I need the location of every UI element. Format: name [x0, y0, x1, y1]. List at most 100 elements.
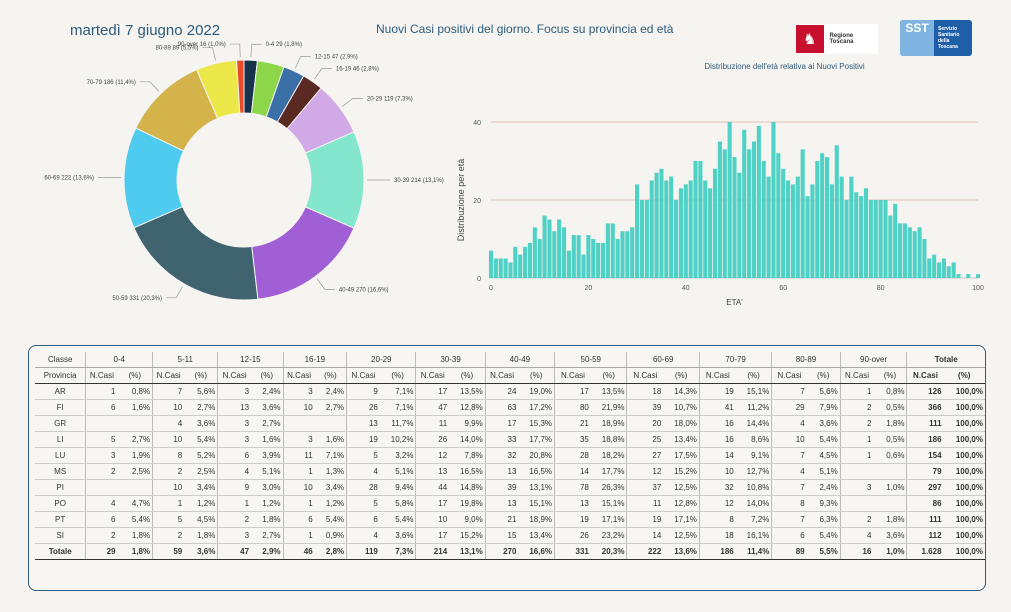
table-cell-pct: 0,5%: [873, 431, 907, 448]
table-cell-provincia: MS: [35, 463, 86, 480]
table-cell-ncasi: 186: [698, 543, 736, 560]
hist-bar: [727, 122, 732, 278]
table-header-pct: (%): [590, 367, 627, 384]
hist-bar: [688, 180, 693, 278]
pegasus-icon: ♞: [796, 25, 824, 53]
table-total-row: Totale 29 1,8% 59 3,6% 47 2,9% 46 2,8% 119 7,3% 214…: [35, 543, 985, 560]
hist-bar: [922, 239, 927, 278]
table-cell-ncasi: 12: [626, 463, 664, 480]
table-cell-pct: 1,8%: [117, 527, 153, 544]
pie-leader-line: [202, 47, 216, 61]
hist-bar: [654, 172, 659, 278]
table-cell-pct: 1,8%: [873, 415, 907, 432]
table-cell-pct: 9,9%: [449, 415, 486, 432]
table-cell-ncasi: 89: [771, 543, 807, 560]
table-cell-ncasi: 9: [217, 479, 252, 496]
hist-bar: [712, 168, 718, 278]
table-cell-ncasi: 119: [346, 543, 380, 560]
table-cell-ncasi: 1: [839, 447, 874, 464]
table-cell-ncasi: 13: [346, 415, 380, 432]
hist-bar: [868, 200, 873, 278]
table-cell-pct: [117, 415, 153, 432]
table-cell-pct: 1,9%: [117, 447, 153, 464]
table-cell-pct: 9,4%: [379, 479, 416, 496]
table-cell-pct: 1,6%: [314, 431, 347, 448]
table-cell-pct: 23,2%: [590, 527, 627, 544]
table-cell-pct: 5,4%: [379, 511, 416, 528]
table-header-class: 5-11: [152, 352, 218, 368]
table-cell-total-pct: 100,0%: [943, 399, 985, 416]
table-cell-pct: 7,1%: [379, 383, 416, 400]
table-header-ncasi: N.Casi: [771, 367, 807, 384]
table-cell-pct: 17,5%: [663, 447, 700, 464]
table-cell-ncasi: 2: [839, 415, 874, 432]
table-header-pct: (%): [314, 367, 347, 384]
hist-bar: [488, 250, 494, 278]
hist-bar: [810, 184, 815, 278]
hist-bar: [659, 168, 664, 278]
table-cell-pct: 12,8%: [449, 399, 486, 416]
hist-bar: [951, 262, 956, 278]
table-cell-pct: 1,0%: [873, 479, 907, 496]
table-cell-ncasi: 4: [85, 495, 118, 512]
table-cell-ncasi: 1: [839, 431, 874, 448]
table-header-ncasi: N.Casi: [626, 367, 664, 384]
table-cell-pct: 5,4%: [184, 431, 218, 448]
table-cell-pct: 1,2%: [184, 495, 218, 512]
hist-bar: [542, 215, 547, 278]
hist-bar: [586, 235, 591, 278]
table-header-class: 30-39: [415, 352, 486, 368]
hist-bar: [756, 125, 761, 279]
table-header-pct: (%): [117, 367, 153, 384]
table-cell-ncasi: 63: [484, 399, 519, 416]
table-cell-pct: 12,5%: [663, 527, 700, 544]
table-cell-pct: 10,2%: [379, 431, 416, 448]
table-cell-pct: 5,4%: [806, 431, 841, 448]
hist-bar: [625, 231, 630, 278]
table-cell-ncasi: 1: [839, 383, 874, 400]
table-cell-pct: 5,4%: [806, 527, 841, 544]
table-cell-pct: 15,3%: [518, 415, 555, 432]
table-cell-ncasi: 41: [698, 399, 736, 416]
table-cell-ncasi: 9: [346, 383, 380, 400]
table-cell-ncasi: 10: [282, 479, 315, 496]
table-cell-pct: 18,9%: [518, 511, 555, 528]
pie-leader-line: [139, 81, 160, 92]
table-cell-pct: 13,1%: [518, 479, 555, 496]
table-header-ncasi: N.Casi: [839, 367, 874, 384]
table-cell-ncasi: 26: [415, 431, 450, 448]
table-row: MS 2 2,5% 2 2,5% 4 5,1% 1 1,3% 4 5,1% 13 16,5% 13 16,5…: [35, 463, 985, 480]
hist-ylabel: Distribuzione per età: [456, 159, 466, 242]
table-cell-total-pct: 100,0%: [943, 463, 985, 480]
hist-bar: [751, 141, 757, 278]
hist-bar: [493, 258, 498, 278]
table-cell-total-pct: 100,0%: [943, 447, 985, 464]
table-cell-provincia: PO: [35, 495, 86, 512]
hist-xtick: 100: [972, 285, 984, 292]
table-cell-total-ncasi: 154: [906, 447, 944, 464]
table-cell-pct: [117, 479, 153, 496]
table-cell-ncasi: 4: [346, 463, 380, 480]
table-cell-ncasi: 5: [85, 431, 118, 448]
hist-bar: [635, 184, 640, 278]
table-cell-pct: 1,0%: [873, 543, 907, 560]
table-cell-ncasi: 4: [346, 527, 380, 544]
table-cell-ncasi: 13: [484, 463, 519, 480]
pie-label: 60-69 222 (13,6%): [44, 175, 94, 181]
table-cell-ncasi: 2: [152, 527, 185, 544]
hist-bar: [581, 254, 586, 278]
table-cell-ncasi: 7: [771, 447, 807, 464]
hist-bar: [776, 153, 781, 278]
table-cell-ncasi: [85, 479, 118, 496]
table-cell-ncasi: 1: [85, 383, 118, 400]
table-cell-total-ncasi: 186: [906, 431, 944, 448]
table-cell-ncasi: 1: [282, 495, 315, 512]
pie-leader-line: [342, 98, 363, 107]
table-cell-ncasi: 17: [415, 383, 450, 400]
table-cell-total-pct: 100,0%: [943, 511, 985, 528]
table-cell-ncasi: 21: [554, 415, 591, 432]
table-cell-ncasi: 28: [554, 447, 591, 464]
table-cell-pct: 6,3%: [806, 511, 841, 528]
hist-bar: [907, 227, 912, 278]
hist-bar: [610, 223, 615, 278]
